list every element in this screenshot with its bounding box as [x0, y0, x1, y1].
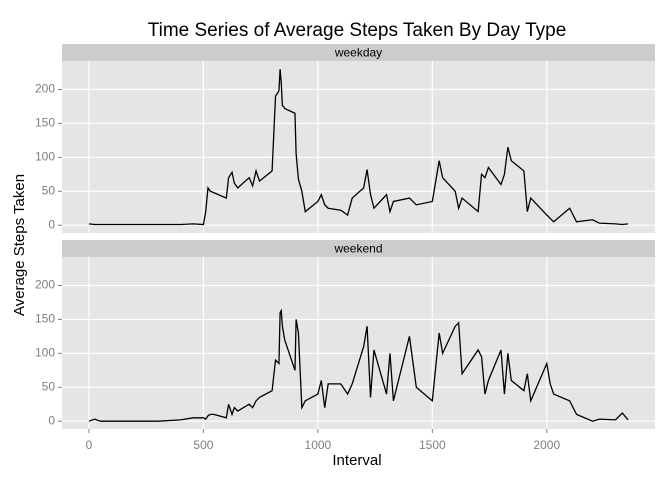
y-tick-label: 0 [48, 413, 55, 427]
y-tick-label: 50 [42, 379, 56, 393]
line [88, 69, 629, 226]
x-tick-label: 500 [193, 438, 213, 452]
y-axis-label: Average Steps Taken [11, 174, 28, 316]
line [88, 308, 629, 422]
y-tick-label: 150 [35, 116, 55, 130]
panel [62, 257, 655, 429]
y-tick-label: 200 [35, 278, 55, 292]
x-tick-label: 0 [86, 438, 93, 452]
x-tick-label: 1000 [305, 438, 332, 452]
y-tick-label: 150 [35, 312, 55, 326]
chart-title: Time Series of Average Steps Taken By Da… [148, 20, 567, 41]
y-tick-label: 100 [35, 346, 55, 360]
x-tick-label: 1500 [419, 438, 446, 452]
panel [62, 61, 655, 233]
y-tick-label: 100 [35, 150, 55, 164]
strip-label: weekend [333, 242, 382, 256]
y-tick-label: 200 [35, 82, 55, 96]
strip [62, 44, 655, 61]
y-tick-label: 50 [42, 183, 56, 197]
y-tick-label: 0 [48, 217, 55, 231]
x-axis-label: Interval [332, 452, 381, 469]
x-tick-label: 2000 [533, 438, 560, 452]
strip-label: weekday [334, 46, 382, 60]
strip [62, 240, 655, 257]
